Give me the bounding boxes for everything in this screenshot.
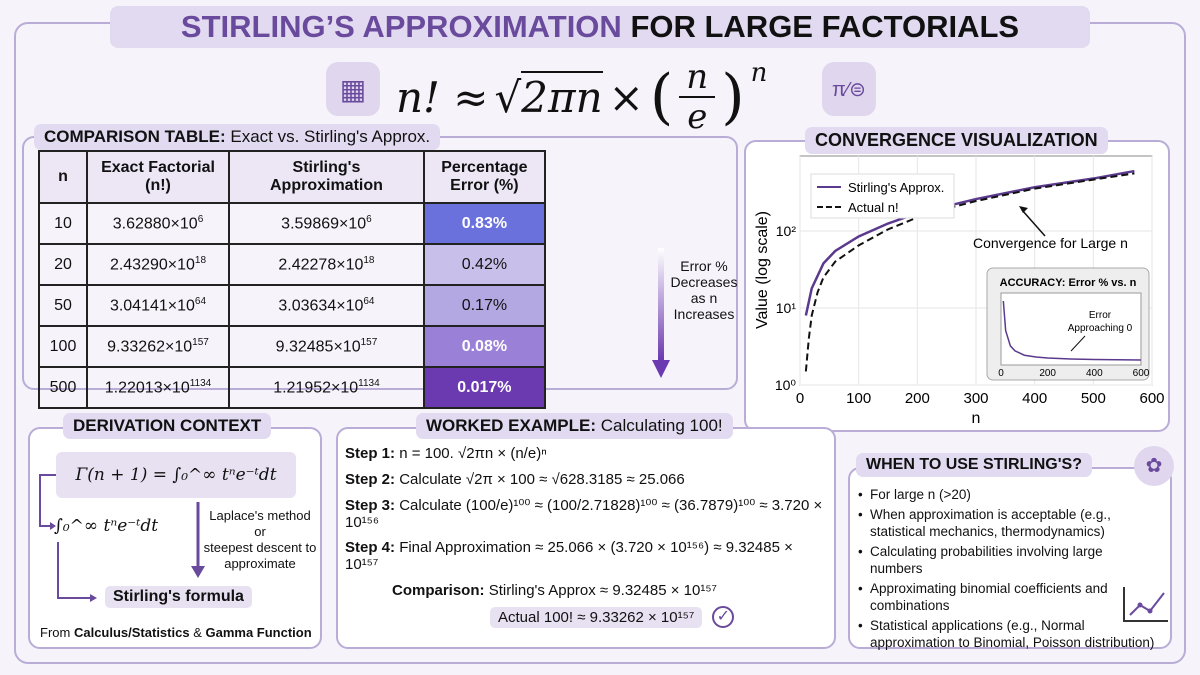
- cell-n: 500: [38, 366, 88, 409]
- header-n: n: [38, 150, 88, 204]
- list-item: Statistical applications (e.g., Normal a…: [858, 617, 1158, 651]
- cell-exact: 3.62880×106: [86, 202, 230, 245]
- list-item: Approximating binomial coefficients and …: [858, 580, 1158, 614]
- series-line-1: [804, 172, 1135, 372]
- cell-error: 0.42%: [422, 243, 546, 286]
- legend: [810, 173, 955, 219]
- cell-approx: 2.42278×1018: [228, 243, 425, 286]
- y-tick-label: 10²: [776, 223, 797, 239]
- x-axis-label: n: [972, 410, 981, 427]
- table-row: 20 2.43290×1018 2.42278×1018 0.42%: [38, 243, 546, 286]
- cell-n: 50: [38, 284, 88, 327]
- derivation-footer: From Calculus/Statistics & Gamma Functio…: [40, 625, 312, 640]
- x-tick-label: 200: [905, 390, 930, 407]
- list-item: For large n (>20): [858, 486, 1158, 503]
- cell-n: 20: [38, 243, 88, 286]
- inset-plot: [1000, 292, 1142, 366]
- x-tick-label: 300: [963, 390, 988, 407]
- inset-x-tick: 200: [1039, 368, 1056, 379]
- growth-chart-icon: [1123, 587, 1168, 622]
- cell-approx: 9.32485×10157: [228, 325, 425, 368]
- y-tick-label: 10⁰: [775, 377, 797, 393]
- integral-expression: ∫₀^∞ tⁿe⁻ᵗdt: [54, 516, 159, 536]
- comparison-table: n Exact Factorial (n!) Stirling's Approxim…: [38, 150, 546, 409]
- inset-arrow: [1070, 335, 1086, 352]
- pi-approx-icon: π⁄⊜: [822, 62, 876, 116]
- cell-exact: 9.33262×10157: [86, 325, 230, 368]
- when-list: For large n (>20) When approximation is a…: [858, 486, 1158, 654]
- method-text: Laplace's method or steepest descent to ap…: [203, 508, 317, 571]
- x-tick-label: 400: [1022, 390, 1047, 407]
- actual-value: Actual 100! ≈ 9.33262 × 10¹⁵⁷: [490, 606, 703, 628]
- header-approx: Stirling's Approximation: [228, 150, 425, 204]
- stirling-formula-label: Stirling's formula: [105, 586, 252, 608]
- x-tick-label: 500: [1081, 390, 1106, 407]
- table-row: 100 9.33262×10157 9.32485×10157 0.08%: [38, 325, 546, 368]
- y-tick-label: 10¹: [776, 300, 797, 316]
- table-row: 50 3.04141×1064 3.03634×1064 0.17%: [38, 284, 546, 327]
- header-exact: Exact Factorial (n!): [86, 150, 230, 204]
- annotation-label: Convergence for Large n: [973, 235, 1128, 251]
- accuracy-inset: ACCURACY: Error % vs. n 0 200 400 600 Error Ap…: [986, 267, 1150, 381]
- cell-error: 0.017%: [422, 366, 546, 409]
- arrow-head: [1019, 206, 1028, 213]
- brain-icon: ✿: [1134, 446, 1174, 486]
- annotation-arrow: [1021, 209, 1046, 237]
- convergence-chart: 0 100 200 300 400 500 600 10⁰ 10¹ 10² n Value (log …: [754, 155, 1165, 427]
- inset-x-tick: 0: [998, 368, 1004, 379]
- legend-label: Stirling's Approx.: [848, 180, 944, 195]
- cell-exact: 3.04141×1064: [86, 284, 230, 327]
- step-3: Step 3: Calculate (100/e)¹⁰⁰ ≈ (100/2.71…: [345, 497, 823, 531]
- inset-line: [1002, 300, 1142, 361]
- cell-error: 0.17%: [422, 284, 546, 327]
- inset-x-tick: 600: [1133, 368, 1150, 379]
- cell-error: 0.08%: [422, 325, 546, 368]
- example-title: WORKED EXAMPLE: Calculating 100!: [416, 413, 733, 439]
- table-row: 500 1.22013×101134 1.21952×101134 0.017%: [38, 366, 546, 409]
- cell-approx: 3.03634×1064: [228, 284, 425, 327]
- header-error: Percentage Error (%): [422, 150, 546, 204]
- gamma-equation: Γ(n + 1) = ∫₀^∞ tⁿe⁻ᵗdt: [56, 452, 296, 498]
- y-axis-label: Value (log scale): [754, 211, 771, 329]
- chart-title: CONVERGENCE VISUALIZATION: [805, 127, 1108, 154]
- cell-n: 10: [38, 202, 88, 245]
- inset-x-tick: 400: [1086, 368, 1103, 379]
- arrow-label: Error % Decreases as n Increases: [670, 258, 738, 322]
- x-tick-label: 100: [846, 390, 871, 407]
- page-title: STIRLING’S APPROXIMATION FOR LARGE FACTO…: [110, 6, 1090, 48]
- table-row: 10 3.62880×106 3.59869×106 0.83%: [38, 202, 546, 245]
- cell-exact: 1.22013×101134: [86, 366, 230, 409]
- when-title: WHEN TO USE STIRLING'S?: [856, 453, 1092, 477]
- inset-annotation: Error: [1089, 310, 1112, 321]
- step-1: Step 1: n = 100. √2πn × (n/e)ⁿ: [345, 445, 547, 462]
- derivation-title: DERIVATION CONTEXT: [63, 413, 272, 439]
- decrease-arrow: [652, 248, 670, 378]
- actual-row: Actual 100! ≈ 9.33262 × 10¹⁵⁷ ✓: [490, 606, 735, 628]
- cell-exact: 2.43290×1018: [86, 243, 230, 286]
- x-tick-label: 0: [796, 390, 804, 407]
- legend-label: Actual n!: [848, 200, 899, 215]
- list-item: When approximation is acceptable (e.g., …: [858, 506, 1158, 540]
- calculator-icon: ▦: [326, 62, 380, 116]
- inset-title: ACCURACY: Error % vs. n: [1000, 277, 1137, 289]
- derivation-arrows: [39, 474, 205, 602]
- step-2: Step 2: Calculate √2π × 100 ≈ √628.3185 …: [345, 471, 685, 488]
- x-tick-label: 600: [1139, 390, 1164, 407]
- check-circle-icon: ✓: [712, 606, 735, 628]
- step-4: Step 4: Final Approximation ≈ 25.066 × (…: [345, 539, 793, 573]
- cell-n: 100: [38, 325, 88, 368]
- list-item: Calculating probabilities involving larg…: [858, 543, 1158, 577]
- cell-error: 0.83%: [422, 202, 546, 245]
- comparison-line: Comparison: Stirling's Approx ≈ 9.32485 …: [392, 582, 717, 599]
- comparison-title: COMPARISON TABLE: Exact vs. Stirling's A…: [34, 124, 441, 150]
- cell-approx: 1.21952×101134: [228, 366, 425, 409]
- inset-annotation: Approaching 0: [1068, 323, 1133, 334]
- cell-approx: 3.59869×106: [228, 202, 425, 245]
